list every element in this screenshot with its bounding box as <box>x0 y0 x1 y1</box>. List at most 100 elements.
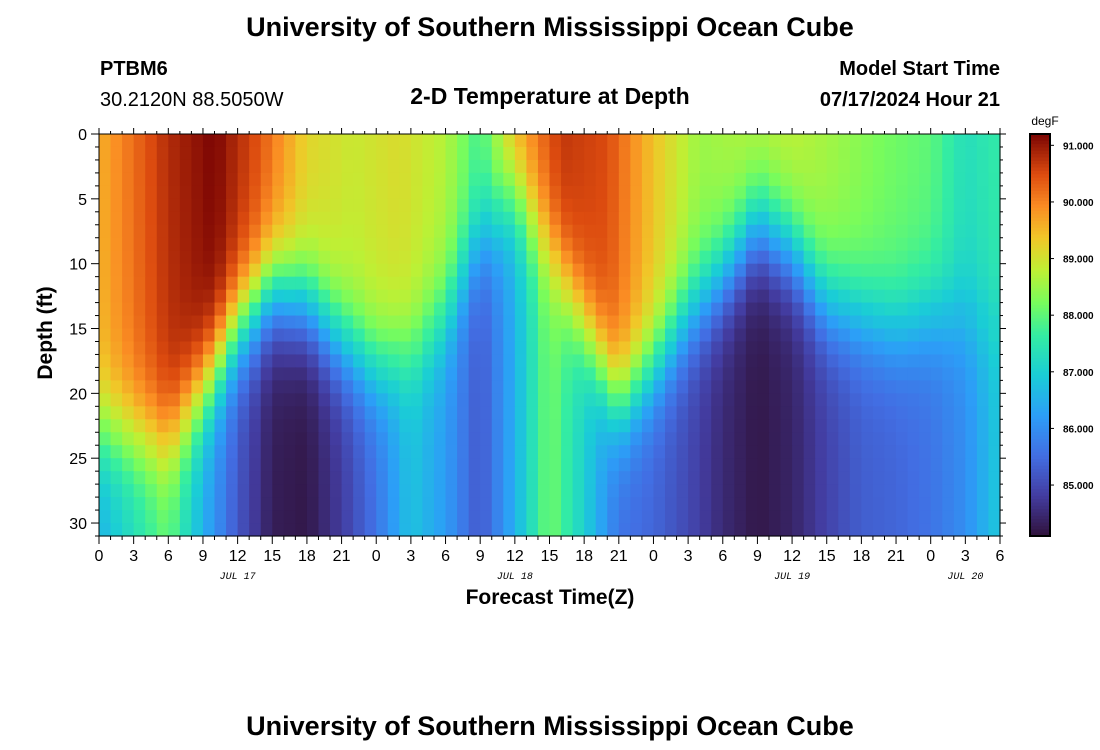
heatmap-cell <box>491 172 504 187</box>
heatmap-cell <box>838 419 851 433</box>
heatmap-cell <box>607 354 620 369</box>
heatmap-cell <box>364 198 377 213</box>
heatmap-cell <box>237 185 250 200</box>
heatmap-cell <box>849 393 862 407</box>
colorbar-segment <box>1030 244 1050 249</box>
heatmap-cell <box>815 341 828 356</box>
heatmap-cell <box>734 250 747 265</box>
x-axis-label: Forecast Time(Z) <box>466 586 635 609</box>
heatmap-cell <box>387 432 400 446</box>
heatmap-cell <box>757 315 770 330</box>
heatmap-cell <box>780 471 793 485</box>
heatmap-cell <box>226 510 239 524</box>
heatmap-cell <box>711 354 724 369</box>
heatmap-cell <box>618 250 631 265</box>
heatmap-cell <box>699 276 712 291</box>
heatmap-cell <box>283 198 296 213</box>
heatmap-cell <box>376 198 389 213</box>
heatmap-cell <box>607 302 620 317</box>
colorbar-segment <box>1030 174 1050 179</box>
heatmap-cell <box>768 198 782 213</box>
heatmap-cell <box>688 471 701 485</box>
heatmap-cell <box>849 354 862 369</box>
heatmap-cell <box>110 146 123 161</box>
heatmap-cell <box>399 276 412 291</box>
heatmap-cell <box>503 198 516 213</box>
heatmap-cell <box>711 224 724 239</box>
heatmap-cell <box>503 497 516 511</box>
heatmap-cell <box>468 458 481 472</box>
heatmap-cell <box>780 367 793 381</box>
heatmap-cell <box>526 458 539 472</box>
heatmap-cell <box>734 341 747 356</box>
heatmap-cell <box>976 354 990 369</box>
heatmap-cell <box>156 224 169 239</box>
colorbar-segment <box>1030 167 1050 172</box>
heatmap-cell <box>676 276 689 291</box>
heatmap-cell <box>272 134 285 148</box>
heatmap-cell <box>618 224 631 239</box>
heatmap-cell <box>480 328 493 343</box>
heatmap-cell <box>826 250 839 265</box>
heatmap-cell <box>942 315 955 330</box>
heatmap-cell <box>630 484 643 498</box>
heatmap-cell <box>110 406 123 420</box>
heatmap-cell <box>445 263 458 278</box>
heatmap-cell <box>630 276 643 291</box>
heatmap-cell <box>676 263 689 278</box>
heatmap-cell <box>734 497 747 511</box>
heatmap-cell <box>179 146 193 161</box>
heatmap-cell <box>838 315 851 330</box>
heatmap-cell <box>306 380 320 394</box>
heatmap-cell <box>445 328 458 343</box>
heatmap-cell <box>260 445 273 459</box>
heatmap-cell <box>561 510 574 524</box>
heatmap-cell <box>202 263 216 278</box>
heatmap-cell <box>433 224 447 239</box>
heatmap-cell <box>907 263 920 278</box>
heatmap-cell <box>341 224 354 239</box>
heatmap-cell <box>561 367 574 381</box>
heatmap-cell <box>410 341 424 356</box>
heatmap-cell <box>641 250 655 265</box>
heatmap-cell <box>364 159 377 174</box>
heatmap-cell <box>618 484 631 498</box>
heatmap-cell <box>607 458 620 472</box>
heatmap-cell <box>745 146 759 161</box>
heatmap-cell <box>838 159 851 174</box>
heatmap-cell <box>341 146 354 161</box>
heatmap-cell <box>872 172 886 187</box>
heatmap-cell <box>226 211 239 226</box>
heatmap-cell <box>630 341 643 356</box>
heatmap-cell <box>607 211 620 226</box>
heatmap-cell <box>561 419 574 433</box>
heatmap-cell <box>491 315 504 330</box>
heatmap-cell <box>260 134 273 148</box>
heatmap-cell <box>861 458 874 472</box>
heatmap-cell <box>341 380 354 394</box>
heatmap-cell <box>283 302 296 317</box>
heatmap-cell <box>353 367 366 381</box>
heatmap-cell <box>722 341 735 356</box>
heatmap-cell <box>896 185 909 200</box>
heatmap-cell <box>526 328 539 343</box>
footer-title: University of Southern Mississippi Ocean… <box>246 711 854 741</box>
heatmap-cell <box>457 458 470 472</box>
heatmap-cell <box>976 146 990 161</box>
heatmap-cell <box>191 263 204 278</box>
heatmap-cell <box>318 432 331 446</box>
heatmap-cell <box>780 237 793 252</box>
heatmap-cell <box>549 250 562 265</box>
heatmap-cell <box>792 497 805 511</box>
heatmap-cell <box>734 159 747 174</box>
heatmap-cell <box>283 172 296 187</box>
heatmap-cell <box>676 328 689 343</box>
heatmap-cell <box>226 523 239 537</box>
heatmap-cell <box>318 211 331 226</box>
heatmap-cell <box>330 159 343 174</box>
heatmap-cell <box>353 185 366 200</box>
heatmap-cell <box>295 354 308 369</box>
heatmap-cell <box>722 289 735 304</box>
heatmap-cell <box>503 211 516 226</box>
heatmap-cell <box>595 354 608 369</box>
